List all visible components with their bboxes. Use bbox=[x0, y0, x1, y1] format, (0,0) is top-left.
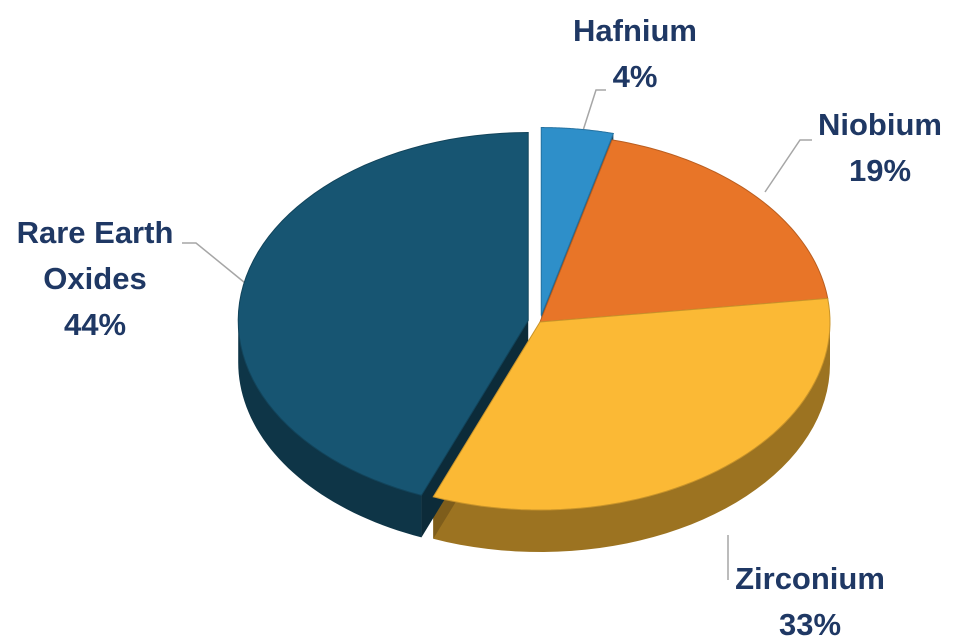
slice bbox=[432, 297, 831, 511]
category-name: Hafnium bbox=[573, 13, 697, 48]
slice-label: Rare Earth Oxides 44% bbox=[0, 210, 190, 348]
category-name: Rare Earth Oxides bbox=[16, 215, 174, 296]
slice-label: Niobium 19% bbox=[775, 102, 956, 194]
value-label: 33% bbox=[778, 607, 842, 636]
slice-side bbox=[433, 322, 830, 552]
value-label: 44% bbox=[63, 307, 127, 342]
slice bbox=[540, 127, 615, 316]
category-name: Zirconium bbox=[735, 561, 885, 596]
slice-side bbox=[238, 320, 422, 538]
leader-line bbox=[182, 242, 251, 288]
slice-tops bbox=[237, 127, 831, 511]
value-label: 19% bbox=[848, 153, 912, 188]
category-name: Niobium bbox=[818, 107, 942, 142]
value-label: 4% bbox=[612, 59, 658, 94]
leader-line bbox=[579, 89, 606, 141]
slice bbox=[539, 139, 829, 323]
leader-lines bbox=[182, 89, 812, 580]
leader-line bbox=[764, 139, 812, 193]
slice-label: Hafnium 4% bbox=[545, 8, 725, 100]
slice bbox=[237, 132, 529, 496]
slice-label: Zirconium 33% bbox=[700, 556, 920, 636]
